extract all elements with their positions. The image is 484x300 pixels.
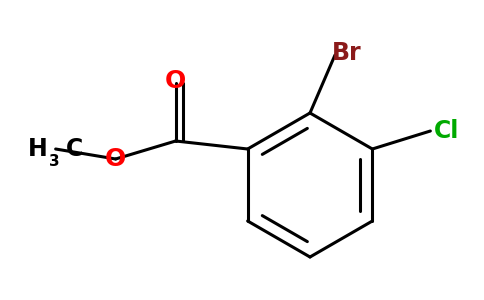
Text: C: C xyxy=(66,137,83,161)
Text: O: O xyxy=(165,69,186,93)
Text: Br: Br xyxy=(332,41,362,65)
Text: O: O xyxy=(105,147,126,171)
Text: 3: 3 xyxy=(49,154,59,169)
Text: H: H xyxy=(28,137,47,161)
Text: Cl: Cl xyxy=(434,119,459,143)
